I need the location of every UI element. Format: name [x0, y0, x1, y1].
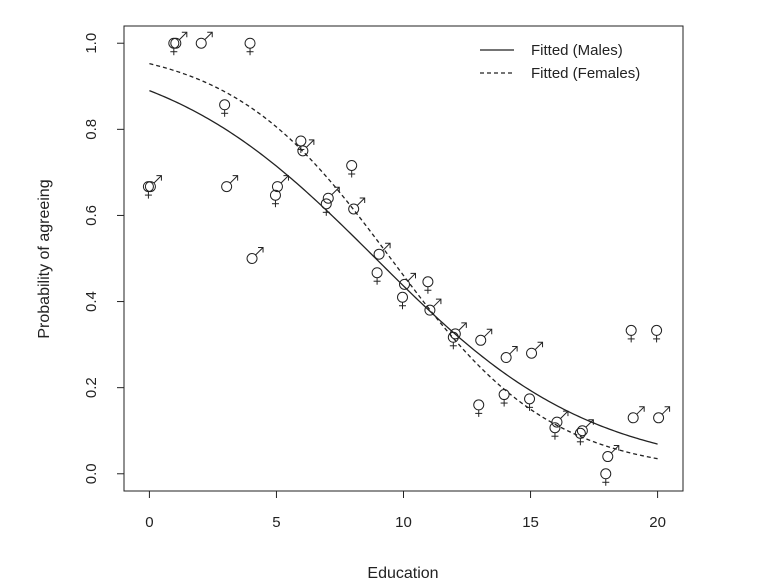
male-point: [373, 242, 391, 260]
x-tick-label: 20: [649, 514, 666, 531]
male-point: [271, 175, 289, 193]
female-point: [651, 324, 663, 343]
legend-label-males: Fitted (Males): [531, 42, 623, 59]
x-tick-label: 10: [395, 514, 412, 531]
plot-frame: [123, 25, 684, 492]
male-point: [246, 247, 264, 264]
female-point: [168, 37, 180, 56]
female-point: [269, 189, 281, 208]
male-point: [399, 272, 416, 290]
male-point: [475, 328, 493, 346]
legend: Fitted (Males) Fitted (Females): [480, 42, 640, 82]
y-axis-title: Probability of agreeing: [36, 179, 53, 338]
female-point: [142, 181, 154, 199]
y-tick-label: 0.4: [83, 291, 100, 312]
female-point: [574, 427, 586, 446]
female-point: [549, 422, 561, 440]
male-point: [195, 31, 213, 49]
female-point: [625, 324, 637, 343]
y-tick-label: 1.0: [83, 33, 100, 54]
x-tick-label: 0: [145, 514, 153, 531]
male-point: [322, 186, 340, 204]
male-point: [500, 346, 518, 364]
female-point: [371, 267, 383, 285]
x-axis-title: Education: [367, 565, 438, 582]
female-point: [346, 160, 358, 178]
male-point: [551, 410, 569, 428]
female-point: [219, 99, 231, 117]
female-point: [498, 389, 510, 407]
legend-label-females: Fitted (Females): [531, 65, 640, 82]
x-tick-label: 5: [272, 514, 280, 531]
female-point: [447, 331, 459, 350]
female-point: [320, 198, 332, 216]
male-point: [144, 175, 162, 193]
y-tick-label: 0.0: [83, 463, 100, 484]
fitted-curve-males: [149, 90, 658, 445]
female-point: [422, 276, 434, 294]
female-point: [244, 37, 256, 56]
female-point: [473, 399, 485, 417]
male-point: [348, 197, 366, 215]
male-point: [221, 175, 239, 193]
fitted-curve-females: [149, 63, 658, 460]
male-point: [170, 31, 188, 49]
male-point: [653, 406, 671, 424]
y-tick-label: 0.2: [83, 377, 100, 398]
female-point: [524, 393, 536, 411]
female-point: [397, 291, 408, 310]
female-point: [600, 468, 612, 486]
male-point: [576, 419, 594, 437]
y-tick-label: 0.6: [83, 205, 100, 226]
female-point: [295, 135, 307, 153]
x-tick-label: 15: [522, 514, 539, 531]
y-tick-label: 0.8: [83, 119, 100, 140]
male-point: [526, 341, 544, 359]
male-point: [602, 445, 620, 463]
male-point: [627, 406, 645, 424]
male-point: [424, 298, 442, 316]
